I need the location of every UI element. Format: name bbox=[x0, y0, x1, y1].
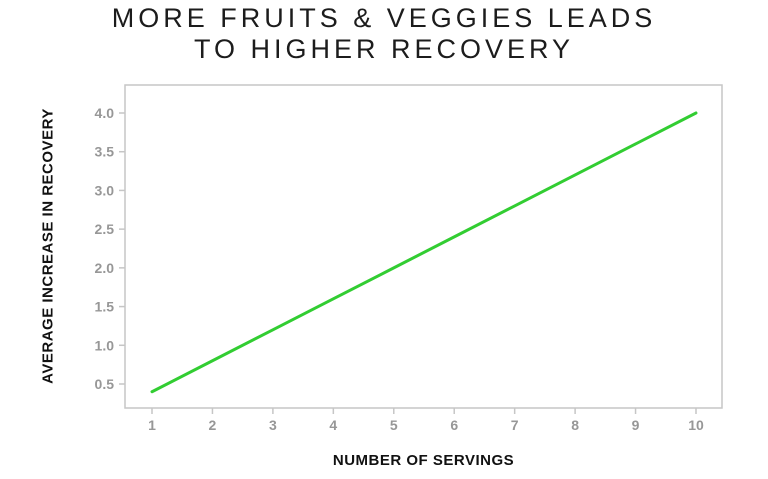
x-tick-label: 5 bbox=[390, 417, 398, 433]
y-tick-label: 1.0 bbox=[95, 337, 115, 353]
y-tick-label: 2.5 bbox=[95, 221, 115, 237]
x-tick-label: 4 bbox=[329, 417, 337, 433]
x-tick-label: 2 bbox=[209, 417, 217, 433]
y-tick-label: 1.5 bbox=[95, 299, 115, 315]
chart-title-line-1: MORE FRUITS & VEGGIES LEADS bbox=[111, 3, 657, 33]
x-tick-label: 6 bbox=[450, 417, 458, 433]
chart-title-line-2: TO HIGHER RECOVERY bbox=[193, 34, 575, 64]
plot-border bbox=[124, 84, 723, 409]
y-tick-label: 3.0 bbox=[95, 182, 115, 198]
chart-title: MORE FRUITS & VEGGIES LEADS TO HIGHER RE… bbox=[0, 3, 768, 65]
y-tick-label: 4.0 bbox=[95, 105, 115, 121]
y-tick-label: 3.5 bbox=[95, 144, 115, 160]
recovery-line bbox=[150, 111, 698, 394]
x-tick-label: 8 bbox=[571, 417, 579, 433]
x-axis-label: NUMBER OF SERVINGS bbox=[332, 452, 515, 469]
x-tick-label: 3 bbox=[269, 417, 277, 433]
y-tick-label: 2.0 bbox=[95, 260, 115, 276]
x-tick-label: 10 bbox=[688, 417, 704, 433]
x-tick-label: 9 bbox=[632, 417, 640, 433]
y-tick-label: 0.5 bbox=[95, 376, 115, 392]
x-tick-label: 1 bbox=[148, 417, 156, 433]
x-tick-label: 7 bbox=[511, 417, 519, 433]
